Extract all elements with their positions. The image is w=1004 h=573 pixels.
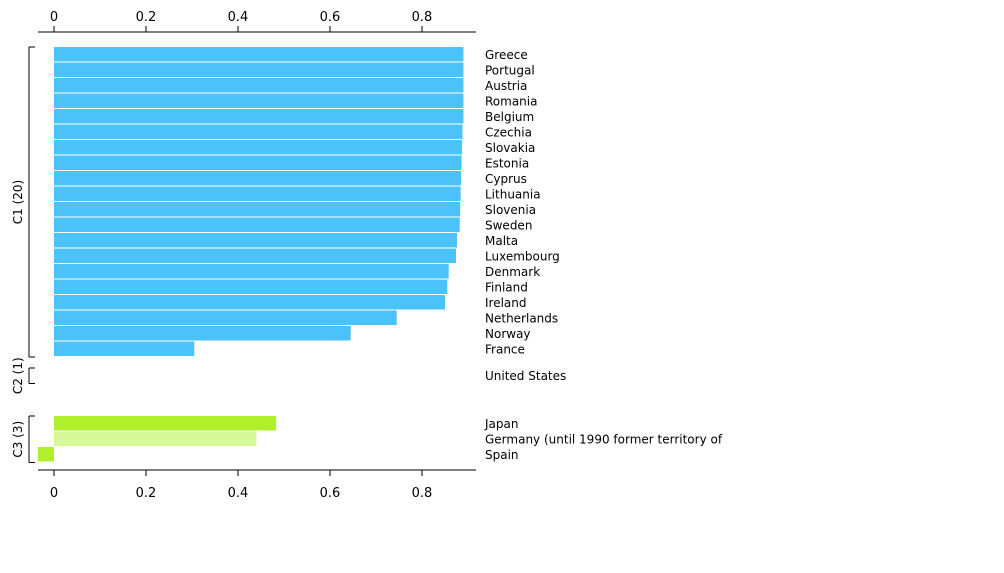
country-label: United States — [485, 369, 566, 383]
bar-norway — [54, 326, 351, 341]
bar-spain — [37, 447, 54, 462]
bottom-tick-label: 0.2 — [136, 486, 157, 501]
bottom-tick-label: 0.8 — [412, 486, 433, 501]
bar-austria — [54, 78, 464, 93]
bar-germany — [54, 431, 257, 446]
country-label: Belgium — [485, 110, 534, 124]
top-x-axis: 0 0.2 0.4 0.6 0.8 — [38, 10, 476, 33]
bar-belgium — [54, 109, 464, 124]
bottom-x-axis: 0 0.2 0.4 0.6 0.8 — [38, 469, 476, 501]
top-tick-label: 0.8 — [412, 10, 433, 25]
country-label: Norway — [485, 327, 531, 341]
country-label: Ireland — [485, 296, 527, 310]
bar-finland — [54, 279, 448, 294]
country-label: Spain — [485, 448, 519, 462]
bar-luxembourg — [54, 248, 457, 263]
bar-czechia — [54, 124, 463, 139]
country-label: Denmark — [485, 265, 540, 279]
country-label: Austria — [485, 79, 527, 93]
bar-portugal — [54, 62, 464, 77]
country-label: Romania — [485, 95, 537, 109]
top-tick-label: 0.4 — [228, 10, 249, 25]
country-label: Finland — [485, 281, 528, 295]
country-label: Estonia — [485, 157, 529, 171]
bar-romania — [54, 93, 464, 108]
country-label: Lithuania — [485, 188, 541, 202]
bar-ireland — [54, 295, 445, 310]
top-tick-label: 0.6 — [320, 10, 341, 25]
country-label: Slovakia — [485, 141, 535, 155]
bar-sweden — [54, 217, 460, 232]
bar-lithuania — [54, 186, 461, 201]
country-label: Greece — [485, 48, 528, 62]
top-tick-label: 0 — [50, 10, 58, 25]
bottom-tick-label: 0 — [50, 486, 58, 501]
bar-japan — [54, 416, 277, 431]
bar-estonia — [54, 155, 462, 170]
cluster-brackets: C1 (20) C2 (1) C3 (3) — [11, 46, 35, 463]
bar-cyprus — [54, 171, 462, 186]
country-label: Portugal — [485, 64, 535, 78]
bar-netherlands — [54, 310, 397, 325]
top-tick-label: 0.2 — [136, 10, 157, 25]
bar-slovenia — [54, 202, 461, 217]
country-label: Malta — [485, 234, 518, 248]
bars — [37, 47, 464, 462]
country-label: Cyprus — [485, 172, 527, 186]
country-label: Slovenia — [485, 203, 536, 217]
bar-france — [54, 341, 195, 356]
cluster-label: C3 (3) — [11, 421, 25, 458]
country-label: Germany (until 1990 former territory of — [485, 433, 723, 447]
country-label: Japan — [484, 417, 518, 431]
country-label: Netherlands — [485, 312, 558, 326]
bar-malta — [54, 233, 457, 248]
bar-slovakia — [54, 140, 463, 155]
country-label: Czechia — [485, 126, 532, 140]
bottom-tick-label: 0.6 — [320, 486, 341, 501]
country-label: Sweden — [485, 219, 532, 233]
cluster-label: C1 (20) — [11, 180, 25, 224]
country-label: France — [485, 343, 525, 357]
bottom-tick-label: 0.4 — [228, 486, 249, 501]
cluster-label: C2 (1) — [11, 357, 25, 394]
bar-greece — [54, 47, 464, 62]
bar-denmark — [54, 264, 449, 279]
country-label: Luxembourg — [485, 250, 560, 264]
